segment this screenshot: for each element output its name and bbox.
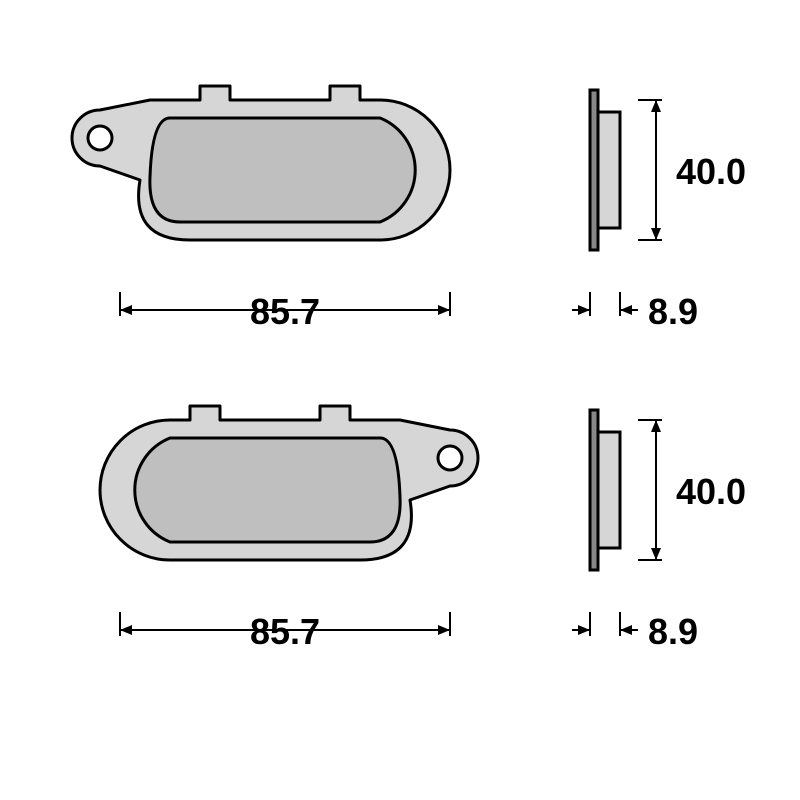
diagram-svg: 40.0 40.0 85.7 85.7 8.9 8.9 (0, 0, 800, 800)
brake-pad-dimension-diagram: 40.0 40.0 85.7 85.7 8.9 8.9 (0, 0, 800, 800)
dimension-width-top: 85.7 (120, 291, 450, 332)
svg-text:8.9: 8.9 (648, 291, 698, 332)
svg-text:85.7: 85.7 (250, 291, 320, 332)
dimension-height-bottom: 40.0 (638, 420, 746, 560)
svg-text:40.0: 40.0 (676, 151, 746, 192)
svg-text:40.0: 40.0 (676, 471, 746, 512)
brake-pad-side-top (590, 90, 620, 250)
dimension-thickness-bottom: 8.9 (572, 611, 698, 652)
dimension-thickness-top: 8.9 (572, 291, 698, 332)
dimension-height-top: 40.0 (638, 100, 746, 240)
svg-text:8.9: 8.9 (648, 611, 698, 652)
dimension-width-bottom: 85.7 (120, 611, 450, 652)
svg-text:85.7: 85.7 (250, 611, 320, 652)
brake-pad-side-bottom (590, 410, 620, 570)
brake-pad-front-bottom (100, 406, 478, 560)
brake-pad-front-top (72, 86, 450, 240)
